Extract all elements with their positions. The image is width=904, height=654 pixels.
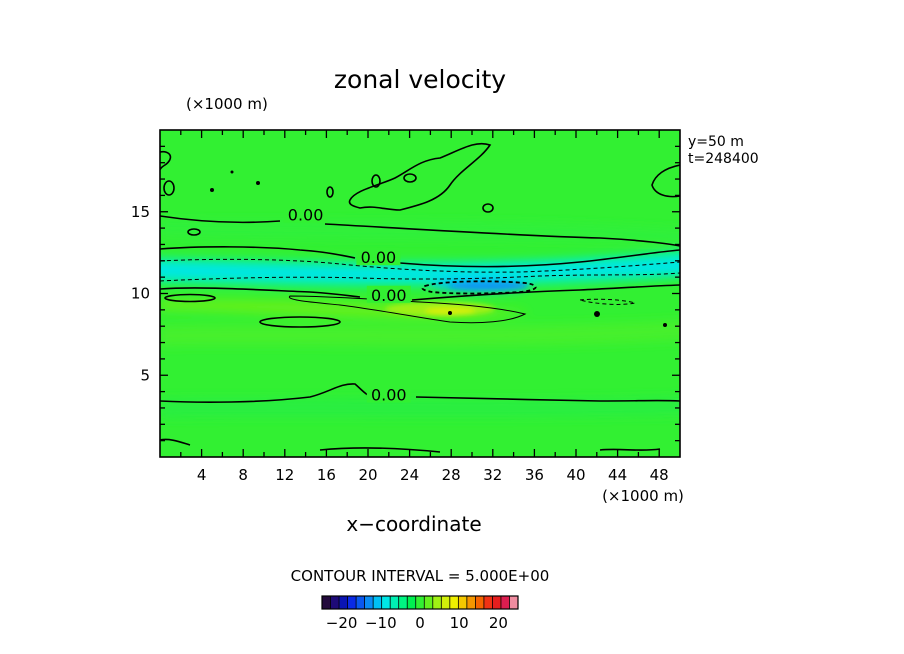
- colorbar-swatch: [500, 596, 510, 609]
- chart-title: zonal velocity: [334, 65, 506, 94]
- contour-small-blob: [371, 174, 381, 188]
- x-tick-label: 36: [525, 466, 544, 484]
- contour-label: 0.00: [288, 206, 324, 225]
- x-tick-label: 16: [317, 466, 336, 484]
- x-tick-label: 8: [238, 466, 248, 484]
- contour-small-blob: [187, 228, 201, 236]
- contour-small-blob: [259, 316, 341, 328]
- colorbar-swatch: [407, 596, 417, 609]
- contour-small-blob: [163, 180, 175, 196]
- contour-small-blob: [164, 293, 216, 303]
- contour-label: 0.00: [371, 286, 407, 305]
- contour-small-blob: [482, 203, 494, 213]
- colorbar-swatch: [415, 596, 425, 609]
- colorbar-swatch: [483, 596, 493, 609]
- colorbar-swatch: [330, 596, 340, 609]
- x-axis-label: x−coordinate: [346, 512, 481, 536]
- y-axis: 5 10 15: [131, 145, 680, 442]
- velocity-field: [160, 130, 680, 457]
- colorbar-swatch: [432, 596, 442, 609]
- colorbar-swatch: [339, 596, 348, 609]
- colorbar-swatch: [390, 596, 399, 609]
- contour-label: 0.00: [361, 248, 397, 267]
- contour-dots: [210, 170, 667, 327]
- contour-label-backdrop: [366, 285, 411, 303]
- y-axis-unit: (×1000 m): [186, 95, 268, 113]
- x-tick-label: 32: [483, 466, 502, 484]
- colorbar-swatch: [347, 596, 357, 609]
- contour-label: 0.00: [371, 386, 407, 405]
- field-band-weak-lower: [160, 396, 680, 418]
- contour-zero-lower: [160, 383, 680, 403]
- colorbar-frame: [321, 595, 519, 610]
- x-tick-label: 44: [608, 466, 627, 484]
- colorbar-swatch: [475, 596, 485, 609]
- colorbar-tick-label: 20: [489, 614, 508, 632]
- info-line-y: y=50 m: [688, 134, 744, 150]
- contour-interval-text: CONTOUR INTERVAL = 5.000E+00: [291, 567, 550, 585]
- colorbar-tick-label: 0: [415, 614, 425, 632]
- colorbar-swatch: [492, 596, 502, 609]
- contour-zero-band-top: [160, 246, 680, 268]
- colorbar-swatch: [356, 596, 365, 609]
- colorbar-swatch: [466, 596, 476, 609]
- colorbar-swatch: [509, 596, 519, 609]
- colorbar-swatch: [322, 596, 331, 609]
- contour-zero-upper: [160, 215, 680, 247]
- contour-label-backdrop: [283, 205, 328, 223]
- colorbar-swatch: [398, 596, 408, 609]
- contour-small-blob: [403, 173, 417, 183]
- x-tick-label: 40: [566, 466, 585, 484]
- colorbar-swatch: [449, 596, 459, 609]
- x-axis-unit: (×1000 m): [602, 487, 684, 505]
- x-tick-label: 20: [358, 466, 377, 484]
- colorbar: [321, 595, 519, 610]
- colorbar-tick-label: 10: [450, 614, 469, 632]
- colorbar-swatch: [381, 596, 391, 609]
- colorbar-tick-label: −10: [365, 614, 397, 632]
- y-tick-label: 5: [140, 366, 150, 384]
- x-tick-label: 28: [442, 466, 461, 484]
- colorbar-swatch: [373, 596, 382, 609]
- contour-label-backdrop: [356, 248, 401, 266]
- x-tick-label: 12: [275, 466, 294, 484]
- colorbar-tick-label: −20: [326, 614, 358, 632]
- field-band-negative: [160, 258, 680, 281]
- contour-negative-lines: [160, 258, 680, 305]
- x-tick-label: 48: [650, 466, 669, 484]
- contour-label-backdrop: [366, 385, 411, 403]
- contour-bottom-edge: [160, 438, 661, 453]
- field-band-weak-upper: [160, 220, 680, 244]
- colorbar-ticks: −20 −10 0 10 20: [326, 614, 508, 632]
- contour-negative-5-upper: [160, 258, 680, 273]
- field-negative-peak: [448, 282, 528, 290]
- y-tick-label: 10: [131, 285, 150, 303]
- y-tick-label: 15: [131, 203, 150, 221]
- contour-zero-right-edge: [651, 164, 680, 198]
- contour-negative-10: [421, 280, 537, 295]
- contour-lines: [160, 142, 680, 453]
- colorbar-swatch: [441, 596, 451, 609]
- x-axis: 4 8 12 16 20 24 28 32 36 40 44 48: [180, 130, 669, 484]
- contour-zero-top-blobs: [348, 142, 492, 211]
- info-line-t: t=248400: [688, 151, 759, 167]
- colorbar-swatch: [364, 596, 374, 609]
- contour-zero-band-bottom: [160, 284, 680, 301]
- contour-small-blob: [326, 186, 334, 198]
- x-tick-label: 24: [400, 466, 419, 484]
- contour-labels: 0.00 0.00 0.00 0.00: [283, 205, 411, 405]
- colorbar-swatch: [458, 596, 468, 609]
- colorbar-swatch: [424, 596, 434, 609]
- x-tick-label: 4: [197, 466, 207, 484]
